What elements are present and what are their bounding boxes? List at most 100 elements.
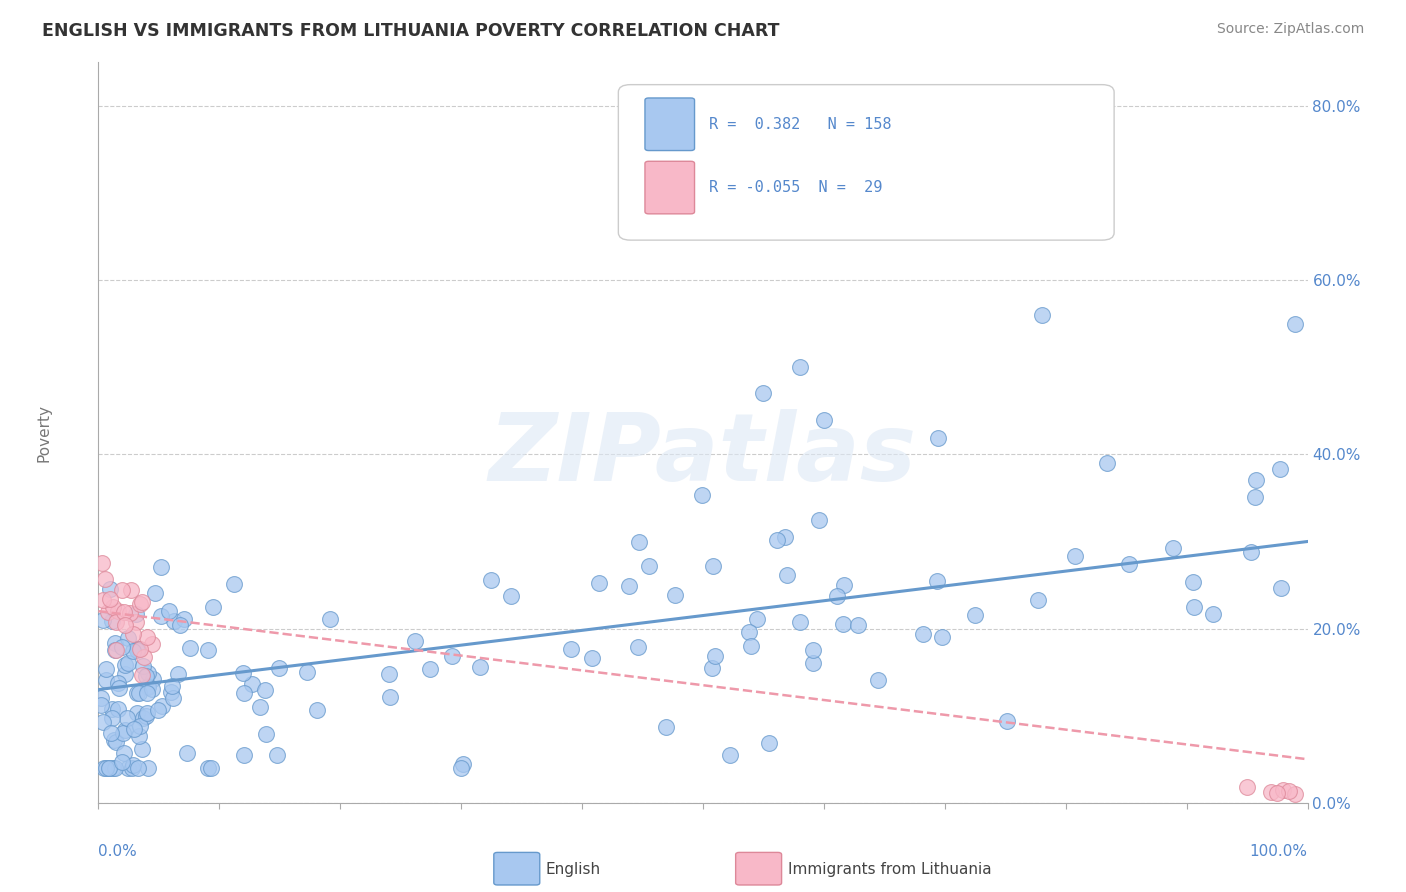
Point [1236,780,1258,794]
Point [120,583,142,598]
Point [801,656,824,670]
Point [832,617,855,632]
Point [114,723,136,737]
Point [150,698,173,713]
Point [138,680,160,694]
Point [104,643,127,657]
Point [125,643,148,657]
Point [143,586,166,600]
Point [1244,473,1267,487]
Point [103,600,125,615]
Point [197,642,219,657]
Point [128,686,150,700]
Point [222,576,245,591]
Point [149,560,172,574]
Point [233,686,256,700]
Point [98,761,121,775]
Point [775,529,797,543]
Point [846,618,869,632]
Point [176,746,198,760]
Point [111,640,134,655]
Point [179,640,201,655]
Text: Source: ZipAtlas.com: Source: ZipAtlas.com [1216,22,1364,37]
Point [136,761,159,775]
Point [702,661,724,675]
Point [93,613,115,627]
Text: ZIPatlas: ZIPatlas [489,409,917,500]
Point [1240,545,1263,559]
Point [167,667,190,681]
Point [1202,607,1225,621]
Point [997,714,1019,729]
Point [249,700,271,714]
Point [141,636,163,650]
Point [111,756,134,770]
Point [1064,549,1087,563]
Point [120,606,142,620]
Point [135,668,157,682]
Point [197,761,219,775]
Point [98,761,121,775]
Point [297,665,319,680]
Point [129,641,152,656]
Point [114,667,136,681]
Point [655,720,678,734]
Point [740,640,762,654]
Point [104,643,127,657]
Point [135,709,157,723]
Point [560,642,582,657]
Point [581,651,603,665]
Point [718,747,741,762]
Point [111,726,134,740]
Point [101,614,124,628]
Point [617,579,640,593]
Point [94,662,117,676]
Point [173,612,195,626]
Point [91,714,114,729]
Text: English: English [546,862,600,877]
Point [1182,575,1205,590]
Point [419,662,441,676]
Point [128,597,150,611]
Point [927,574,949,588]
Point [1278,784,1301,798]
Point [107,675,129,690]
Point [122,644,145,658]
Point [125,615,148,629]
Point [125,607,148,621]
Point [378,667,401,681]
Point [745,612,768,626]
Point [117,631,139,645]
Point [134,649,156,664]
Point [911,627,934,641]
Point [115,711,138,725]
Point [112,605,135,619]
Point [776,568,799,582]
Point [202,599,225,614]
Point [254,727,277,741]
Point [163,614,186,628]
Point [162,691,184,706]
Point [131,742,153,756]
Point [825,589,848,603]
Point [98,591,121,606]
Point [91,592,114,607]
Point [104,636,127,650]
Point [136,679,159,693]
Point [108,681,131,695]
Point [200,761,222,775]
Point [766,533,789,547]
Point [627,640,650,654]
Point [104,735,127,749]
Point [927,431,949,445]
Point [112,746,135,760]
Point [125,686,148,700]
Text: Poverty: Poverty [37,403,52,462]
Point [142,672,165,686]
Point [94,673,117,688]
Point [105,615,128,629]
Point [808,513,831,527]
Point [1028,593,1050,607]
FancyBboxPatch shape [645,161,695,214]
Point [479,573,502,587]
